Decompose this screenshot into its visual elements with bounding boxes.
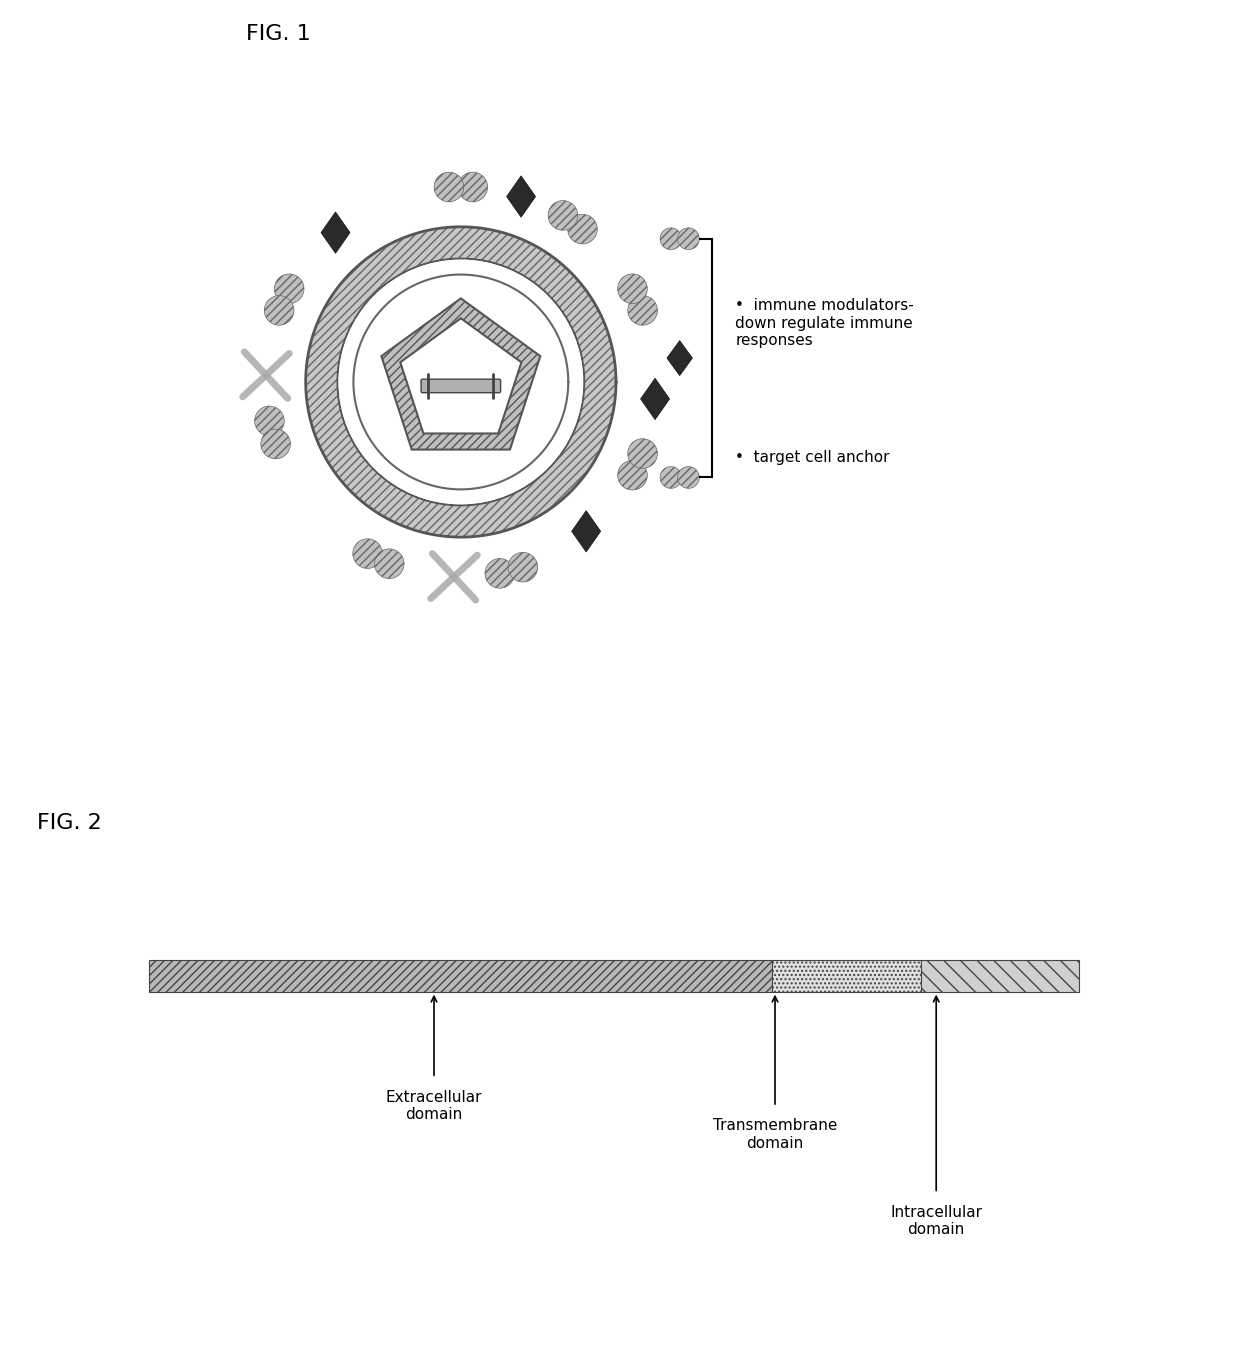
Circle shape [458, 173, 487, 202]
Circle shape [677, 228, 699, 250]
Polygon shape [641, 379, 670, 420]
Polygon shape [572, 510, 600, 552]
Circle shape [548, 200, 578, 230]
Circle shape [568, 214, 598, 244]
Circle shape [374, 549, 404, 579]
Bar [771, 960, 920, 992]
Circle shape [434, 173, 464, 202]
Circle shape [618, 461, 647, 490]
Bar [149, 960, 771, 992]
Text: FIG. 2: FIG. 2 [37, 814, 102, 833]
Text: •  immune modulators-
down regulate immune
responses: • immune modulators- down regulate immun… [735, 298, 914, 348]
Circle shape [660, 228, 682, 250]
Circle shape [627, 439, 657, 468]
Text: Extracellular
domain: Extracellular domain [386, 1089, 482, 1122]
Circle shape [260, 429, 290, 458]
Text: Transmembrane
domain: Transmembrane domain [713, 1118, 837, 1151]
Polygon shape [667, 340, 692, 376]
Text: •  target cell anchor: • target cell anchor [735, 450, 890, 465]
Circle shape [508, 553, 538, 582]
Polygon shape [321, 211, 350, 254]
Circle shape [353, 539, 382, 568]
Bar [920, 960, 1079, 992]
Text: Intracellular
domain: Intracellular domain [890, 1205, 982, 1238]
Circle shape [627, 295, 657, 325]
Polygon shape [382, 298, 541, 450]
Text: FIG. 1: FIG. 1 [246, 23, 311, 44]
Circle shape [339, 261, 583, 504]
Polygon shape [401, 318, 521, 434]
Circle shape [254, 406, 284, 436]
Circle shape [274, 274, 304, 303]
Polygon shape [507, 176, 536, 217]
Circle shape [677, 466, 699, 488]
Circle shape [264, 295, 294, 325]
FancyBboxPatch shape [422, 379, 501, 392]
Circle shape [618, 274, 647, 303]
Circle shape [660, 466, 682, 488]
Circle shape [485, 558, 515, 589]
